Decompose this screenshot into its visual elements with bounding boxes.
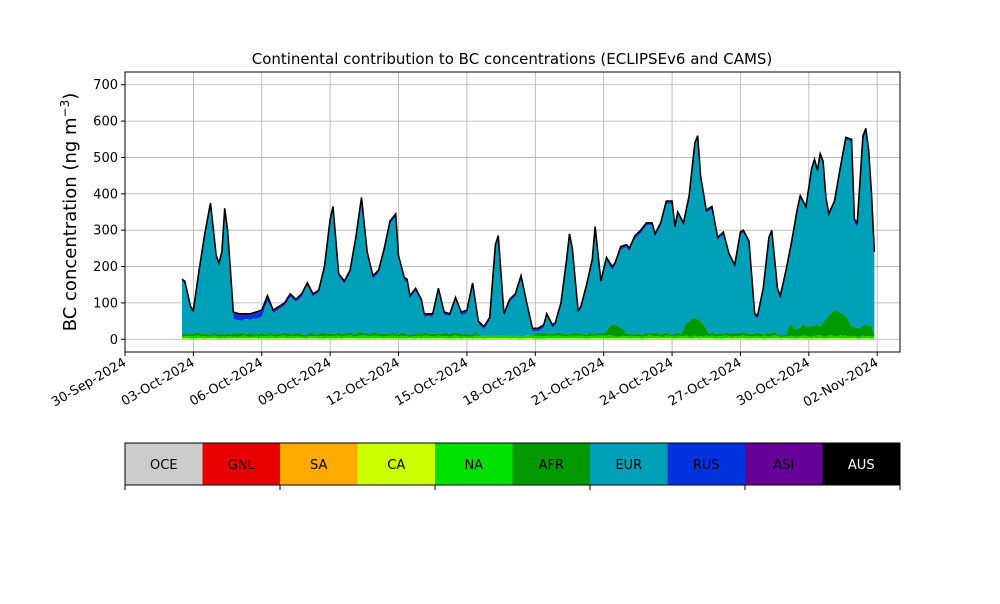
colorbar-label-sa: SA	[310, 458, 327, 473]
y-tick-label: 100	[93, 296, 118, 311]
y-axis-label-text: BC concentration (ng m−3)	[58, 93, 81, 332]
x-tick-label: 06-Oct-2024	[187, 355, 265, 409]
y-axis-label-close: )	[60, 93, 81, 100]
y-tick-label: 700	[93, 78, 118, 93]
y-tick-label: 600	[93, 115, 118, 130]
y-axis-label-sup: −3	[58, 100, 72, 118]
colorbar-label-gnl: GNL	[228, 458, 256, 473]
y-tick-label: 400	[93, 187, 118, 202]
x-tick-label: 30-Sep-2024	[49, 355, 129, 410]
x-tick-label: 02-Nov-2024	[801, 355, 881, 410]
x-tick-label: 12-Oct-2024	[324, 355, 402, 409]
y-tick-label: 300	[93, 224, 118, 239]
x-tick-label: 03-Oct-2024	[119, 355, 197, 409]
colorbar-label-asi: ASI	[773, 458, 794, 473]
y-tick-label: 0	[110, 333, 118, 348]
colorbar-label-oce: OCE	[150, 458, 178, 473]
plot-area: 0 100 200 300 400 500 600 700 30-Sep-202403-Oct-…	[49, 72, 900, 410]
colorbar-label-rus: RUS	[693, 458, 720, 473]
x-tick-label: 21-Oct-2024	[529, 355, 607, 409]
colorbar-label-ca: CA	[387, 458, 405, 473]
x-tick-label: 18-Oct-2024	[461, 355, 539, 409]
x-tick-label: 15-Oct-2024	[393, 355, 471, 409]
x-tick-label: 09-Oct-2024	[256, 355, 334, 409]
colorbar-legend: OCE GNL SA CA NA AFR EUR RUS ASI AUS	[125, 443, 900, 490]
colorbar-label-afr: AFR	[539, 458, 564, 473]
colorbar-label-aus: AUS	[848, 458, 875, 473]
y-axis-label-main: BC concentration (ng m	[60, 117, 81, 331]
y-tick-label: 500	[93, 151, 118, 166]
colorbar-label-eur: EUR	[615, 458, 642, 473]
y-axis-label: BC concentration (ng m−3)	[58, 93, 81, 332]
chart-title: Continental contribution to BC concentra…	[252, 50, 773, 68]
x-tick-label: 27-Oct-2024	[666, 355, 744, 409]
x-tick-label: 30-Oct-2024	[734, 355, 812, 409]
y-tick-label: 200	[93, 260, 118, 275]
x-tick-label: 24-Oct-2024	[598, 355, 676, 409]
colorbar-label-na: NA	[464, 458, 483, 473]
